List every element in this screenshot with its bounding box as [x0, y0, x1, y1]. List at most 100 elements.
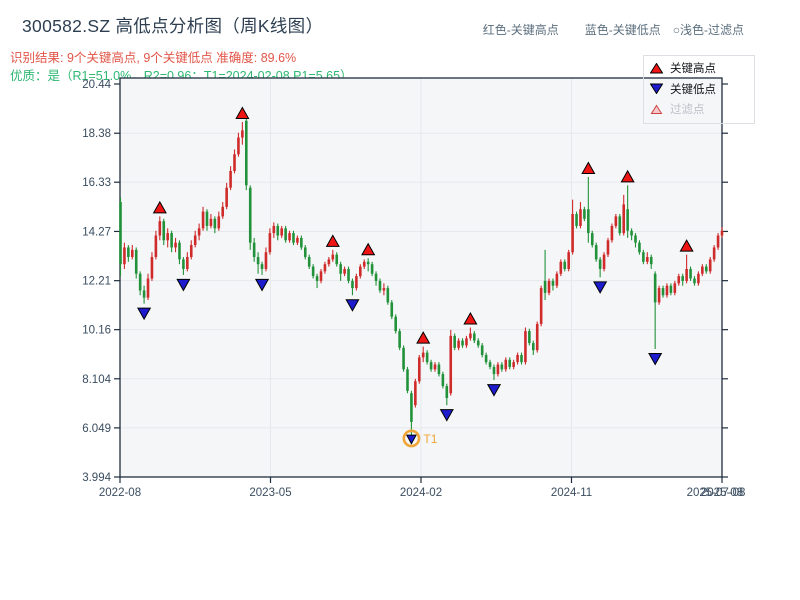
y-tick-label: 18.38: [82, 128, 111, 140]
legend-label: 关键高点: [670, 63, 716, 75]
candle: [213, 218, 217, 229]
candle: [642, 252, 645, 262]
candle: [197, 228, 201, 236]
candle: [547, 280, 551, 293]
candle: [626, 209, 629, 231]
candle: [209, 218, 213, 226]
candle: [284, 228, 287, 241]
key-high-marker: [152, 200, 167, 214]
candle: [504, 359, 508, 370]
candle: [229, 170, 232, 188]
candle: [661, 288, 665, 296]
candle: [606, 240, 610, 255]
legend-item-filtered: 过滤点: [650, 101, 754, 117]
x-tick-label: 2024-02: [400, 487, 442, 499]
candle: [500, 364, 504, 370]
candle: [425, 352, 429, 363]
recognition-result-text: 识别结果: 9个关键高点, 9个关键低点 准确度: 89.6%: [10, 51, 297, 65]
candle: [677, 276, 681, 284]
candle: [669, 285, 673, 293]
candle: [563, 261, 567, 269]
key-high-marker: [463, 311, 478, 325]
y-tick-label: 8.104: [82, 374, 111, 386]
t1-ring: [402, 429, 421, 448]
chart-legend: 关键高点 关键低点 过滤点: [643, 55, 755, 124]
candle: [382, 288, 386, 291]
candle: [264, 252, 268, 269]
candle: [476, 340, 480, 346]
candle: [174, 242, 177, 248]
candle: [646, 257, 649, 262]
key-low-marker: [176, 278, 191, 292]
candle: [689, 268, 692, 279]
x-tick-label: 2024-11: [551, 487, 592, 499]
candle: [602, 254, 606, 269]
candle: [276, 225, 280, 236]
candle: [594, 245, 598, 260]
key-low-marker: [593, 281, 608, 294]
light-up-triangle-icon: [650, 104, 663, 114]
candle: [217, 216, 221, 229]
color-key-high: 红色-关键高点: [482, 23, 559, 37]
key-low-marker: [254, 278, 270, 292]
candle: [512, 362, 515, 367]
candle: [390, 302, 394, 317]
candle: [402, 347, 405, 370]
candle: [189, 245, 193, 258]
candle: [268, 233, 272, 253]
candle: [225, 187, 228, 207]
candle: [193, 235, 197, 246]
candle: [571, 213, 574, 253]
candle: [182, 259, 185, 269]
legend-label: 过滤点: [670, 104, 705, 116]
key-low-marker: [486, 384, 502, 397]
candle: [445, 386, 449, 398]
candle: [461, 340, 464, 346]
candle: [355, 276, 358, 289]
y-tick-label: 6.049: [82, 423, 111, 435]
candle: [374, 273, 378, 281]
candle: [555, 273, 559, 286]
color-key-filtered: ○浅色-过滤点: [672, 23, 744, 37]
candle: [170, 233, 173, 248]
candle: [201, 211, 205, 229]
candle: [720, 230, 724, 236]
candle: [649, 257, 653, 265]
candle: [465, 338, 468, 346]
page-title: 300582.SZ 高低点分析图（周K线图）: [22, 16, 324, 36]
candle: [441, 374, 445, 387]
candle: [339, 264, 342, 274]
key-high-marker: [620, 169, 635, 183]
candle: [417, 357, 421, 382]
color-key-low: 蓝色-关键低点: [584, 23, 661, 37]
key-high-marker: [416, 331, 431, 344]
candle: [248, 187, 252, 243]
candle: [590, 233, 594, 246]
candle: [429, 362, 433, 370]
candle: [516, 354, 519, 363]
key-high-marker: [325, 234, 340, 247]
candle: [303, 247, 307, 258]
candle: [559, 261, 563, 274]
candle: [539, 288, 543, 324]
candle: [378, 280, 382, 291]
candle: [693, 278, 696, 284]
candle: [614, 216, 618, 226]
t1-label: T1: [423, 432, 437, 446]
candle: [319, 271, 323, 281]
candle: [531, 343, 535, 351]
candle: [146, 278, 150, 298]
candle: [205, 211, 209, 226]
candle: [351, 280, 354, 289]
candle: [697, 273, 700, 284]
y-tick-label: 16.33: [82, 177, 111, 189]
candle: [610, 225, 614, 241]
red-up-triangle-icon: [650, 62, 663, 73]
candle: [630, 230, 633, 236]
legend-item-key-low: 关键低点: [650, 81, 754, 97]
candle: [551, 280, 555, 286]
key-low-marker: [345, 299, 360, 312]
y-tick-label: 10.16: [82, 325, 111, 337]
candle: [256, 257, 260, 265]
candle: [433, 364, 437, 370]
